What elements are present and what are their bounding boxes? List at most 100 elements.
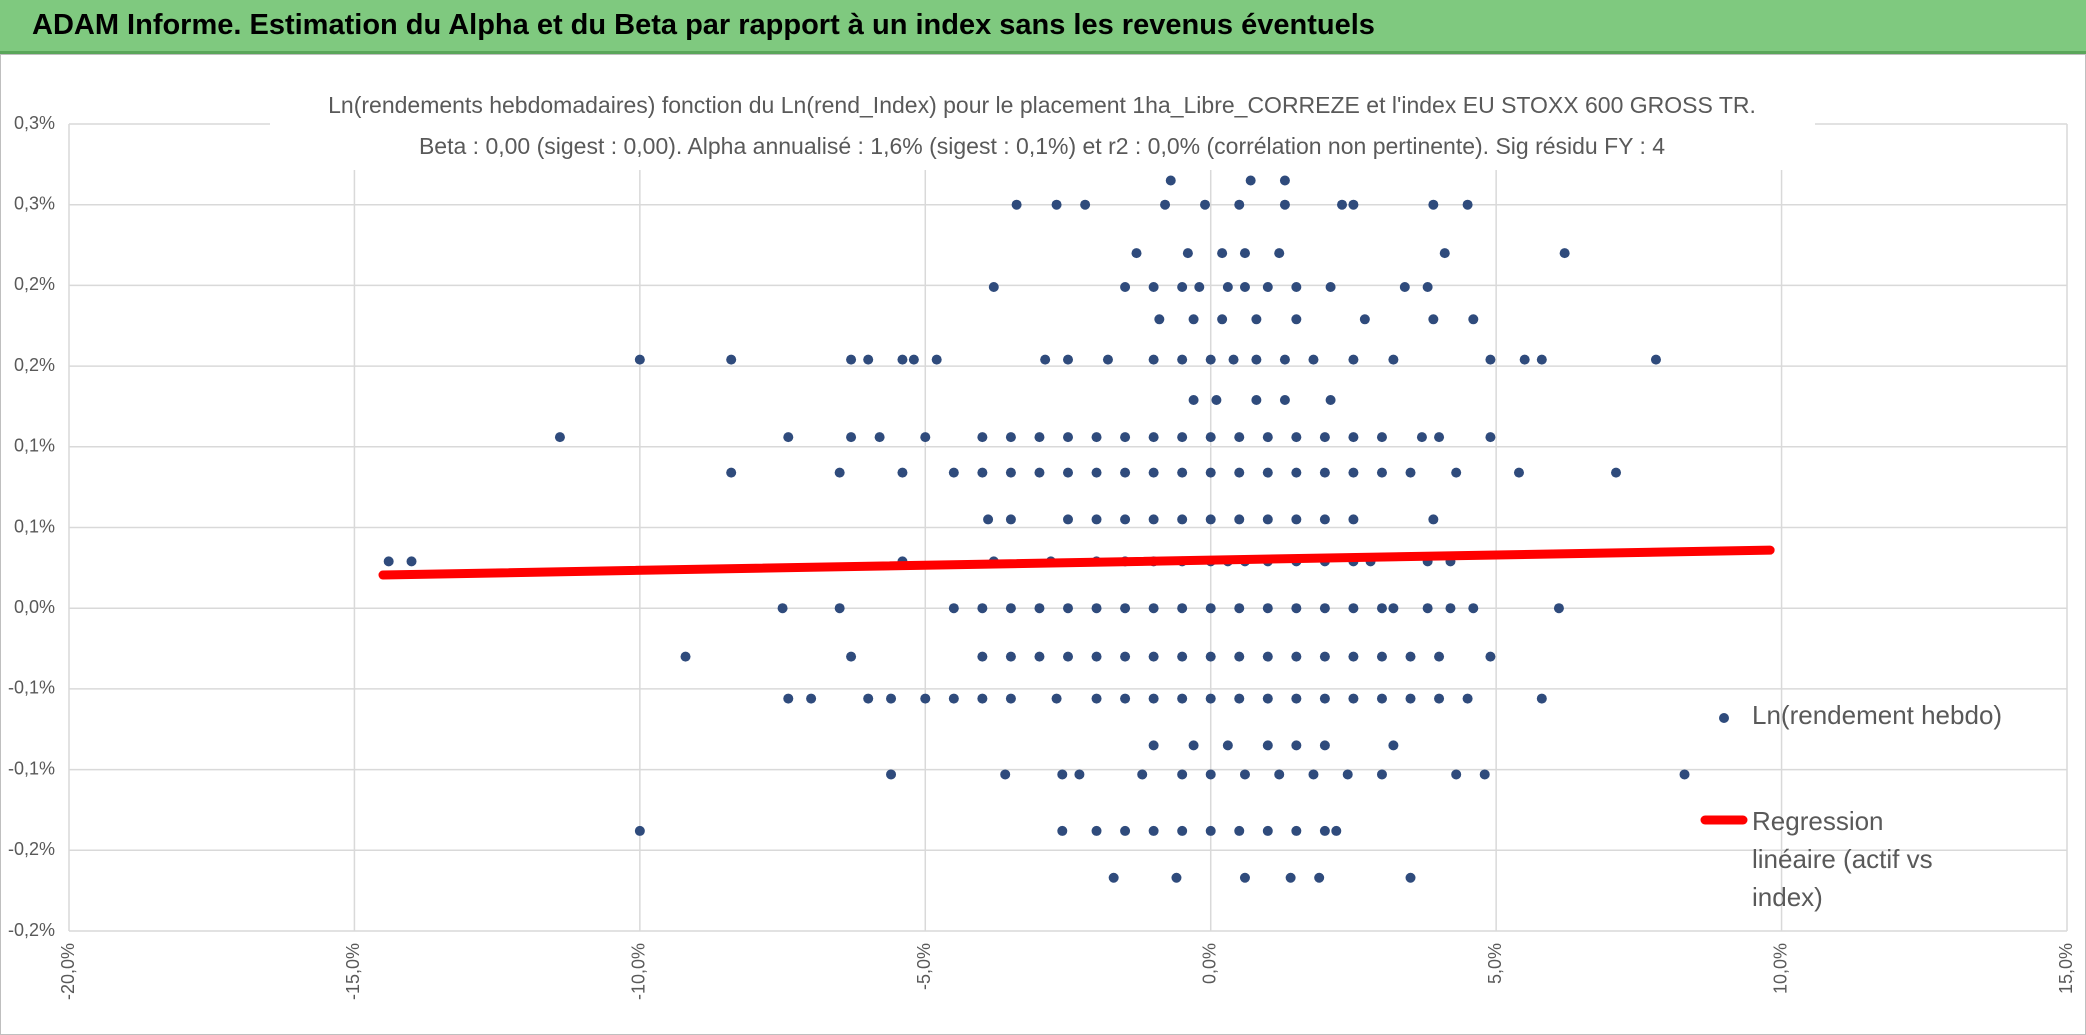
data-point bbox=[1239, 872, 1250, 883]
data-point bbox=[680, 651, 691, 662]
data-point bbox=[1274, 248, 1285, 259]
data-point bbox=[1650, 354, 1661, 365]
data-point bbox=[1148, 354, 1159, 365]
data-point bbox=[1348, 432, 1359, 443]
data-point bbox=[1291, 825, 1302, 836]
data-point bbox=[1091, 693, 1102, 704]
data-point bbox=[1228, 354, 1239, 365]
header-title: ADAM Informe. Estimation du Alpha et du … bbox=[32, 9, 1375, 41]
data-point bbox=[948, 693, 959, 704]
data-point bbox=[1063, 651, 1073, 662]
data-point bbox=[1262, 651, 1273, 662]
data-point bbox=[1034, 603, 1045, 614]
x-tick-label: 5,0% bbox=[1485, 943, 1505, 984]
data-point bbox=[1291, 651, 1302, 662]
data-point bbox=[977, 603, 988, 614]
y-tick-label: 0,1% bbox=[14, 436, 55, 456]
y-tick-label: 0,3% bbox=[14, 113, 55, 133]
data-point bbox=[1091, 651, 1102, 662]
data-point bbox=[1388, 354, 1399, 365]
data-point bbox=[406, 556, 417, 567]
data-point bbox=[1177, 769, 1188, 780]
data-point bbox=[1120, 693, 1131, 704]
data-point bbox=[1405, 651, 1416, 662]
data-point bbox=[908, 354, 919, 365]
data-point bbox=[1148, 282, 1159, 293]
data-point bbox=[1217, 314, 1228, 325]
data-point bbox=[1148, 432, 1159, 443]
data-point bbox=[1234, 432, 1245, 443]
data-point bbox=[1291, 740, 1302, 751]
data-point bbox=[977, 432, 988, 443]
data-point bbox=[1177, 825, 1188, 836]
data-point bbox=[777, 603, 788, 614]
data-point bbox=[863, 354, 874, 365]
y-tick-label: 0,1% bbox=[14, 516, 55, 536]
data-point bbox=[1205, 432, 1216, 443]
data-point bbox=[1131, 248, 1142, 259]
data-point bbox=[1120, 825, 1131, 836]
header: ADAM Informe. Estimation du Alpha et du … bbox=[0, 0, 2086, 54]
data-point bbox=[1234, 467, 1245, 478]
y-tick-label: -0,2% bbox=[8, 920, 55, 940]
data-point bbox=[977, 651, 988, 662]
data-point bbox=[1040, 354, 1051, 365]
data-point bbox=[977, 467, 988, 478]
data-point bbox=[1005, 603, 1016, 614]
data-point bbox=[1120, 514, 1131, 525]
data-point bbox=[886, 769, 897, 780]
data-point bbox=[1462, 199, 1473, 210]
data-point bbox=[1005, 432, 1016, 443]
data-point bbox=[1091, 432, 1102, 443]
x-tick-label: 0,0% bbox=[1199, 943, 1219, 984]
data-point bbox=[920, 432, 931, 443]
data-point bbox=[1279, 354, 1290, 365]
data-point bbox=[1274, 769, 1285, 780]
data-point bbox=[977, 693, 988, 704]
data-point bbox=[1222, 740, 1233, 751]
data-point bbox=[1057, 769, 1068, 780]
data-point bbox=[1251, 354, 1262, 365]
data-point bbox=[1451, 467, 1462, 478]
data-point bbox=[1154, 314, 1165, 325]
data-point bbox=[1376, 769, 1387, 780]
data-point bbox=[1519, 354, 1530, 365]
data-point bbox=[1205, 769, 1216, 780]
data-point bbox=[1148, 467, 1159, 478]
data-point bbox=[1611, 467, 1622, 478]
data-point bbox=[846, 432, 857, 443]
data-point bbox=[863, 693, 874, 704]
y-tick-label: 0,2% bbox=[14, 355, 55, 375]
data-point bbox=[1194, 282, 1205, 293]
data-point bbox=[1348, 603, 1359, 614]
data-point bbox=[1405, 467, 1416, 478]
data-point bbox=[1148, 740, 1159, 751]
data-point bbox=[1319, 740, 1330, 751]
data-point bbox=[1057, 825, 1068, 836]
data-point bbox=[1279, 199, 1290, 210]
data-point bbox=[1399, 282, 1410, 293]
data-point bbox=[897, 354, 908, 365]
data-point bbox=[1279, 175, 1290, 186]
data-point bbox=[1479, 769, 1490, 780]
data-point bbox=[1177, 603, 1188, 614]
data-point bbox=[1376, 432, 1387, 443]
data-point bbox=[1205, 354, 1216, 365]
data-point bbox=[1200, 199, 1211, 210]
data-point bbox=[1342, 769, 1353, 780]
data-point bbox=[1177, 354, 1188, 365]
data-point bbox=[1205, 651, 1216, 662]
data-point bbox=[1034, 467, 1045, 478]
data-point bbox=[1091, 467, 1102, 478]
data-point bbox=[1239, 282, 1250, 293]
data-point bbox=[920, 693, 931, 704]
data-point bbox=[1063, 432, 1073, 443]
data-point bbox=[1091, 603, 1102, 614]
data-point bbox=[1536, 693, 1547, 704]
data-point bbox=[1359, 314, 1370, 325]
data-point bbox=[1428, 199, 1439, 210]
data-point bbox=[1148, 651, 1159, 662]
data-point bbox=[1262, 432, 1273, 443]
data-point bbox=[634, 825, 645, 836]
